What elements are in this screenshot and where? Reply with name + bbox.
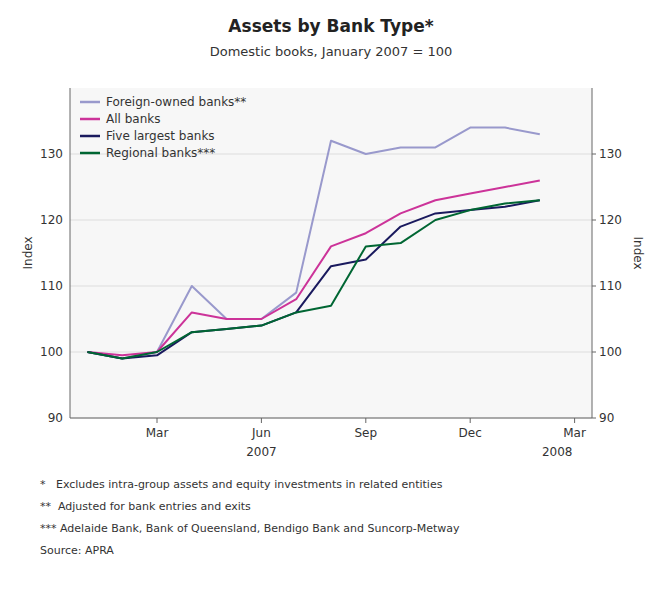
- grid-line: [70, 418, 592, 419]
- y-tick-label: 100: [40, 345, 63, 359]
- legend: Foreign-owned banks** All banks Five large…: [80, 95, 246, 160]
- legend-swatch: [80, 118, 100, 121]
- lines: [87, 128, 539, 359]
- y2-axis-line: [592, 88, 593, 418]
- x-tick: [261, 418, 262, 423]
- y-tick-label: 130: [40, 147, 63, 161]
- x-tick: [470, 418, 471, 423]
- y2-tick-label: 130: [599, 147, 622, 161]
- title: Assets by Bank Type*: [228, 16, 433, 36]
- series-line: [87, 128, 539, 359]
- y2-tick-label: 100: [599, 345, 622, 359]
- background: [0, 0, 662, 601]
- footnote: ** Adjusted for bank entries and exits: [40, 500, 251, 513]
- y2-tick: [592, 220, 596, 221]
- y2-tick-label: 110: [599, 279, 622, 293]
- subtitle: Domestic books, January 2007 = 100: [210, 44, 453, 59]
- x-tick-label: Mar: [563, 426, 586, 440]
- annotation: 2007: [246, 445, 277, 459]
- footnote: *** Adelaide Bank, Bank of Queensland, B…: [40, 522, 460, 535]
- plot-area: [70, 88, 592, 418]
- legend-swatch: [80, 101, 100, 104]
- x-tick-label: Sep: [354, 426, 377, 440]
- y2-tick: [592, 154, 596, 155]
- x-tick: [574, 418, 575, 423]
- x-tick: [157, 418, 158, 423]
- grid: [70, 154, 592, 418]
- legend-swatch: [80, 135, 100, 138]
- y2-tick: [592, 286, 596, 287]
- series-line: [87, 180, 539, 355]
- x-tick-label: Jun: [251, 426, 271, 440]
- y2-tick: [592, 352, 596, 353]
- legend-swatch: [80, 152, 100, 155]
- y-axis-line: [70, 88, 71, 418]
- legend-entry: Foreign-owned banks**: [106, 95, 246, 109]
- y2-tick-label: 90: [599, 411, 614, 425]
- series-line: [87, 200, 539, 358]
- y-axis-label: Index: [21, 236, 35, 269]
- y2-tick-label: 120: [599, 213, 622, 227]
- annotation: 2008: [542, 445, 573, 459]
- grid-line: [70, 286, 592, 287]
- legend-entry: Regional banks***: [106, 146, 215, 160]
- chart: Assets by Bank Type* Domestic books, Janu…: [0, 0, 662, 601]
- y2-tick: [592, 418, 596, 419]
- footnote: * Excludes intra-group assets and equity…: [40, 478, 443, 491]
- x-axis-line: [70, 418, 592, 419]
- x-tick-label: Dec: [459, 426, 482, 440]
- y2-axis-label: Index: [631, 236, 645, 269]
- x-tick-label: Mar: [146, 426, 169, 440]
- y-tick-label: 110: [40, 279, 63, 293]
- series-line: [87, 200, 539, 358]
- legend-entry: Five largest banks: [106, 129, 215, 143]
- grid-line: [70, 220, 592, 221]
- y-tick-label: 120: [40, 213, 63, 227]
- x-tick: [365, 418, 366, 423]
- legend-entry: All banks: [106, 112, 160, 126]
- y-tick-label: 90: [48, 411, 63, 425]
- footnote: Source: APRA: [40, 544, 114, 557]
